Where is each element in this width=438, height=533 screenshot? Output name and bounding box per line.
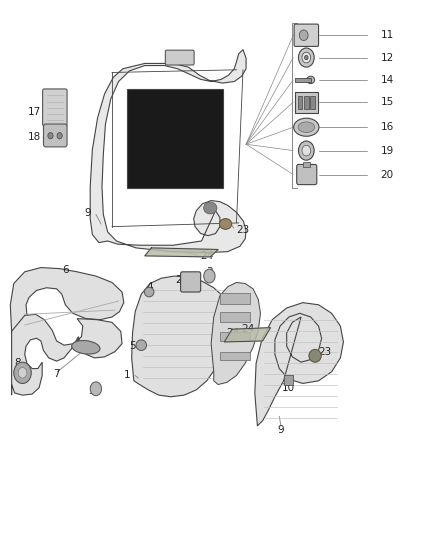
- Bar: [284, 375, 293, 384]
- Bar: [295, 92, 318, 113]
- FancyBboxPatch shape: [297, 165, 317, 184]
- Ellipse shape: [309, 350, 321, 362]
- Text: 19: 19: [381, 146, 394, 156]
- Text: 9: 9: [85, 208, 91, 219]
- Bar: [310, 96, 314, 109]
- FancyBboxPatch shape: [42, 89, 67, 126]
- Text: 24: 24: [227, 328, 240, 338]
- Text: 5: 5: [129, 341, 136, 351]
- Text: 9: 9: [278, 425, 284, 435]
- Text: 12: 12: [381, 53, 394, 62]
- Polygon shape: [132, 276, 230, 397]
- Text: 20: 20: [381, 169, 394, 180]
- Text: 3: 3: [88, 386, 95, 397]
- Text: 17: 17: [28, 107, 41, 117]
- Text: 23: 23: [318, 346, 332, 357]
- Bar: [304, 96, 308, 109]
- Ellipse shape: [298, 122, 314, 133]
- Text: 11: 11: [381, 30, 394, 41]
- Text: 6: 6: [62, 265, 69, 275]
- Ellipse shape: [72, 341, 100, 354]
- Polygon shape: [145, 248, 218, 257]
- Circle shape: [299, 30, 308, 41]
- Polygon shape: [224, 328, 271, 342]
- Circle shape: [304, 55, 308, 60]
- Bar: [295, 78, 311, 82]
- Text: 4: 4: [146, 282, 152, 292]
- Bar: [220, 293, 250, 304]
- Circle shape: [302, 146, 311, 156]
- Text: 10: 10: [283, 383, 295, 393]
- Circle shape: [90, 382, 102, 395]
- Circle shape: [14, 362, 31, 383]
- Ellipse shape: [293, 118, 319, 136]
- Bar: [220, 312, 250, 322]
- Ellipse shape: [145, 287, 154, 297]
- Text: 7: 7: [53, 369, 60, 379]
- FancyBboxPatch shape: [43, 124, 67, 147]
- Polygon shape: [90, 50, 246, 253]
- Bar: [220, 333, 250, 341]
- Bar: [220, 352, 250, 360]
- Circle shape: [298, 48, 314, 67]
- Text: 15: 15: [381, 97, 394, 107]
- Ellipse shape: [204, 202, 217, 214]
- Polygon shape: [255, 303, 343, 426]
- Text: 8: 8: [14, 358, 21, 368]
- Polygon shape: [12, 314, 122, 395]
- Ellipse shape: [307, 76, 314, 84]
- Text: 2: 2: [176, 275, 182, 285]
- FancyBboxPatch shape: [165, 50, 194, 65]
- Polygon shape: [211, 282, 261, 384]
- Circle shape: [48, 133, 53, 139]
- Circle shape: [204, 269, 215, 283]
- Text: 1: 1: [124, 370, 131, 381]
- FancyBboxPatch shape: [294, 24, 318, 46]
- Text: 16: 16: [381, 122, 394, 132]
- Bar: [303, 163, 310, 166]
- Circle shape: [302, 52, 311, 63]
- Circle shape: [298, 141, 314, 160]
- Ellipse shape: [136, 340, 147, 351]
- Text: 3: 3: [206, 267, 213, 277]
- Text: 24: 24: [241, 324, 255, 334]
- Ellipse shape: [219, 219, 232, 229]
- Text: 24: 24: [201, 251, 214, 261]
- Text: 14: 14: [381, 75, 394, 85]
- Text: 18: 18: [28, 132, 41, 142]
- Circle shape: [57, 133, 62, 139]
- Polygon shape: [11, 268, 124, 346]
- Circle shape: [18, 368, 27, 378]
- Text: 23: 23: [237, 225, 250, 236]
- Bar: [298, 96, 302, 109]
- FancyBboxPatch shape: [180, 272, 201, 292]
- Bar: [127, 90, 223, 188]
